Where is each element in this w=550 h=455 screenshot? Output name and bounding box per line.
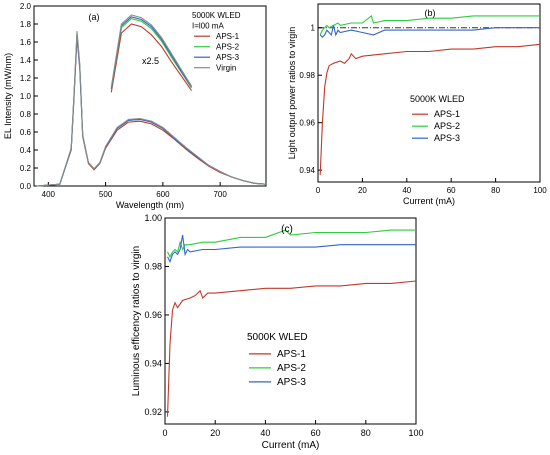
x-tick-label: 600 [156, 190, 170, 199]
x-tick-label: 500 [99, 190, 113, 199]
y-tick-label: 0.0 [20, 182, 32, 191]
x-tick-label: 80 [491, 186, 500, 195]
legend-label: APS-3 [434, 133, 460, 143]
inset-line-virgin [110, 14, 192, 88]
panel-label: (b) [425, 8, 436, 18]
legend-label: APS-2 [434, 121, 460, 131]
chart-panel-a: 400 500 600 700 0.0 0.2 0.4 0.6 0.8 1.0 1.2 1.4 1.6 1… [3, 2, 267, 210]
panel-label: (a) [89, 12, 100, 22]
x-tick-label: 20 [358, 186, 367, 195]
y-tick-label: 0.98 [144, 262, 162, 272]
x-tick-label: 60 [447, 186, 456, 195]
series-line-virgin [36, 31, 267, 187]
y-tick-label: 0.6 [20, 128, 32, 137]
y-tick-label: 1 [311, 24, 316, 33]
y-tick-label: 0.2 [20, 164, 32, 173]
legend-label: APS-1 [216, 32, 240, 41]
x-tick-label: 40 [402, 186, 411, 195]
legend-label: APS-1 [434, 109, 460, 119]
y-tick-label: 1.6 [20, 38, 32, 47]
y-tick-label: 1.8 [20, 20, 32, 29]
legend-label: APS-3 [277, 377, 306, 388]
y-tick-label: 0.94 [144, 359, 162, 369]
legend-label: APS-3 [216, 53, 240, 62]
legend-label: APS-2 [216, 43, 240, 52]
x-axis-label: Current (mA) [262, 440, 320, 451]
y-tick-label: 2.0 [20, 2, 32, 11]
chart-panel-b: 0 20 40 60 80 100 0.94 0.96 0.98 1 Current (mA) Lig… [287, 3, 547, 206]
series-line-aps-2 [319, 14, 540, 36]
x-axis-label: Wavelength (nm) [116, 200, 184, 210]
series-line-aps-3 [167, 234, 416, 263]
plot-frame [164, 217, 417, 425]
legend-title: 5000K WLED [247, 332, 308, 343]
x-tick-label: 20 [210, 428, 220, 438]
y-tick-label: 0.92 [144, 407, 162, 417]
y-tick-label: 1.0 [20, 92, 32, 101]
y-axis-label: Luminous efficency ratios to virgin [131, 246, 142, 396]
y-tick-label: 0.96 [299, 118, 315, 127]
x-tick-label: 700 [213, 190, 227, 199]
inset-line-aps-3 [110, 16, 192, 89]
x-tick-label: 100 [408, 428, 423, 438]
legend-label: Virgin [216, 64, 236, 73]
series-line-aps-1 [319, 43, 541, 175]
legend-title: I=l00 mA [192, 22, 224, 31]
plot-frame [317, 3, 541, 183]
chart-panel-c: 0 20 40 60 80 100 0.92 0.94 0.96 0.98 1.00 Current … [131, 213, 424, 451]
inset-line-aps-1 [110, 23, 192, 93]
legend-label: APS-2 [277, 363, 306, 374]
y-tick-label: 0.98 [299, 71, 315, 80]
x-tick-label: 100 [533, 186, 547, 195]
series-line-aps-3 [319, 25, 540, 38]
y-tick-label: 1.00 [144, 213, 162, 223]
legend: 5000K WLED APS-1 APS-2 APS-3 [410, 94, 465, 143]
inset-label: x2.5 [142, 56, 159, 66]
y-tick-label: 1.4 [20, 56, 32, 65]
series-line-aps-1 [166, 280, 417, 417]
y-tick-label: 0.94 [299, 166, 315, 175]
y-axis-label: EL Intensity (mW/nm) [3, 53, 13, 139]
legend-label: APS-1 [277, 349, 306, 360]
legend-title: 5000K WLED [410, 94, 465, 104]
x-tick-label: 40 [260, 428, 270, 438]
y-tick-label: 1.2 [20, 74, 32, 83]
x-tick-label: 80 [361, 428, 371, 438]
x-tick-label: 400 [42, 190, 56, 199]
y-tick-label: 0.96 [144, 310, 162, 320]
panel-label: (c) [281, 224, 293, 235]
x-tick-label: 60 [311, 428, 321, 438]
series-line-aps-2 [167, 229, 416, 259]
y-tick-label: 0.8 [20, 110, 32, 119]
legend-title: 5000K WLED [192, 11, 241, 20]
y-axis-label: Light output power ratios to virgin [287, 27, 297, 160]
legend: 5000K WLED APS-1 APS-2 APS-3 [247, 332, 308, 388]
inset-line-aps-2 [110, 17, 192, 90]
x-tick-label: 0 [316, 186, 321, 195]
x-tick-label: 0 [162, 428, 167, 438]
y-tick-label: 0.4 [20, 146, 32, 155]
x-axis-label: Current (mA) [403, 196, 455, 206]
